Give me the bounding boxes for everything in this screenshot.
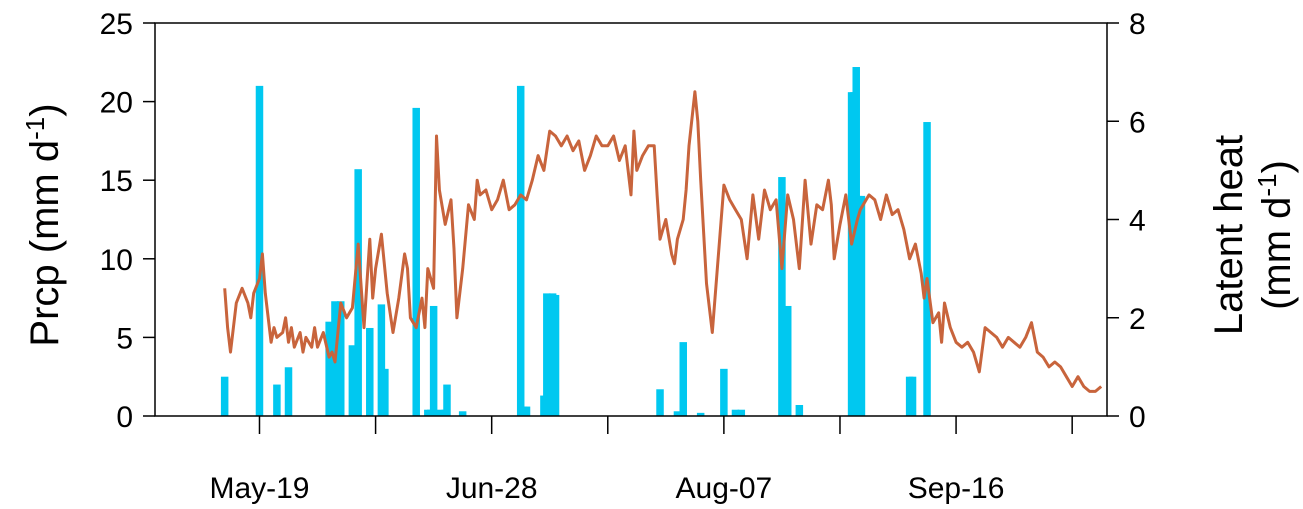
left-axis-title-end: ) [23,103,67,116]
left-axis-title: Prcp (mm d-1) [20,103,67,346]
precip-bar [354,169,362,416]
plot-frame [154,22,1108,417]
precip-bar [412,107,420,416]
right-axis-title-sup: -1 [1252,173,1282,196]
precip-bar [908,376,917,416]
right-axis-title-main: (mm d [1255,197,1299,310]
right-axis: 0 2 4 6 8 [1107,8,1146,434]
precip-bars [220,67,931,417]
right-tick-label: 0 [1129,401,1146,434]
x-tick-label: Jun-28 [446,472,538,505]
precip-bar [857,195,866,416]
right-tick-label: 4 [1129,205,1146,238]
precip-bar [543,293,551,416]
x-tick-label: Aug-07 [676,472,773,505]
x-axis: May-19 Jun-28 Aug-07 Sep-16 [209,416,1073,505]
precip-bar [273,384,281,416]
left-tick-label: 10 [100,244,133,277]
right-axis-title-end: ) [1255,160,1299,173]
x-tick-label: May-19 [209,472,309,505]
precip-bar [337,301,345,416]
x-tick-label: Sep-16 [908,472,1005,505]
precip-bar [673,411,682,416]
precip-bar [923,122,931,416]
precip-bar [220,376,229,416]
latent-heat-line [223,90,1103,393]
precip-bar [679,342,687,416]
precip-bar [348,345,357,416]
precip-bar [731,409,740,416]
left-tick-label: 0 [116,401,133,434]
left-axis-title-main: Prcp (mm d [23,140,67,347]
left-tick-label: 15 [100,165,133,198]
precip-bar [284,367,293,416]
right-axis-title-line1: Latent heat [1207,135,1251,335]
left-tick-label: 25 [100,8,133,41]
right-tick-label: 8 [1129,8,1146,41]
precip-bar [429,305,438,416]
left-tick-label: 5 [116,322,133,355]
precip-bar [516,85,525,416]
precip-bar [325,321,333,416]
precip-bar [656,389,664,416]
precip-bar [696,412,705,416]
precip-bar [551,294,560,416]
precip-bar [778,177,786,416]
precip-bar [255,85,264,416]
precip-bar [720,368,728,416]
precip-bar [737,409,746,416]
left-axis: 0 5 10 15 20 25 [100,8,155,434]
precip-bar [783,305,792,416]
precip-bar [381,368,389,416]
precip-bar [377,304,386,416]
precip-bar [366,327,374,416]
right-tick-label: 2 [1129,303,1146,336]
precip-bar [522,406,531,416]
precip-bar [795,404,804,416]
right-axis-title-line2: (mm d-1) [1252,160,1299,310]
left-axis-title-sup: -1 [20,117,50,140]
precip-bar [435,409,444,416]
left-tick-label: 20 [100,87,133,120]
right-tick-label: 6 [1129,106,1146,139]
precip-bar [458,411,467,416]
precip-bar [443,384,451,416]
